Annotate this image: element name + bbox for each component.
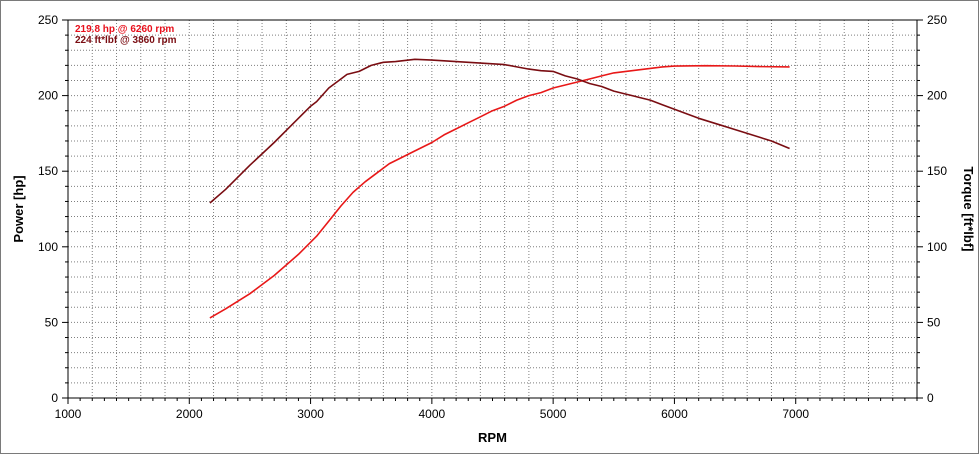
left-y-tick-label: 200 [38, 89, 58, 103]
left-y-tick-label: 50 [45, 315, 59, 329]
right-y-tick-label: 150 [927, 164, 947, 178]
x-tick-label: 6000 [661, 407, 688, 421]
x-tick-label: 3000 [297, 407, 324, 421]
x-tick-label: 2000 [176, 407, 203, 421]
x-axis-ticks: 1000 2000 3000 4000 5000 6000 7000 [55, 398, 918, 421]
right-y-tick-label: 50 [927, 315, 941, 329]
x-tick-label: 1000 [55, 407, 82, 421]
grid-lines [68, 20, 917, 398]
power-curve [209, 64, 790, 319]
torque-curve [209, 58, 790, 204]
x-tick-label: 4000 [419, 407, 446, 421]
peak-power-annotation: 219.8 hp @ 6260 rpm [75, 24, 174, 35]
right-y-tick-label: 0 [927, 391, 934, 405]
left-y-axis-ticks: 0 50 100 150 200 250 [38, 13, 68, 405]
right-y-axis-ticks: 0 50 100 150 200 250 [917, 13, 947, 405]
right-y-axis-title: Torque [ft*lbf] [961, 167, 976, 252]
x-axis-title: RPM [478, 430, 507, 445]
left-y-tick-label: 100 [38, 240, 58, 254]
left-y-tick-label: 150 [38, 164, 58, 178]
left-y-tick-label: 0 [51, 391, 58, 405]
right-y-tick-label: 200 [927, 89, 947, 103]
right-y-tick-label: 100 [927, 240, 947, 254]
plot-area [68, 20, 917, 398]
left-y-axis-title: Power [hp] [11, 175, 26, 242]
right-y-tick-label: 250 [927, 13, 947, 27]
x-tick-label: 5000 [540, 407, 567, 421]
left-y-tick-label: 250 [38, 13, 58, 27]
peak-torque-annotation: 224 ft*lbf @ 3860 rpm [75, 35, 177, 46]
x-tick-label: 7000 [782, 407, 809, 421]
series-lines [209, 58, 790, 319]
